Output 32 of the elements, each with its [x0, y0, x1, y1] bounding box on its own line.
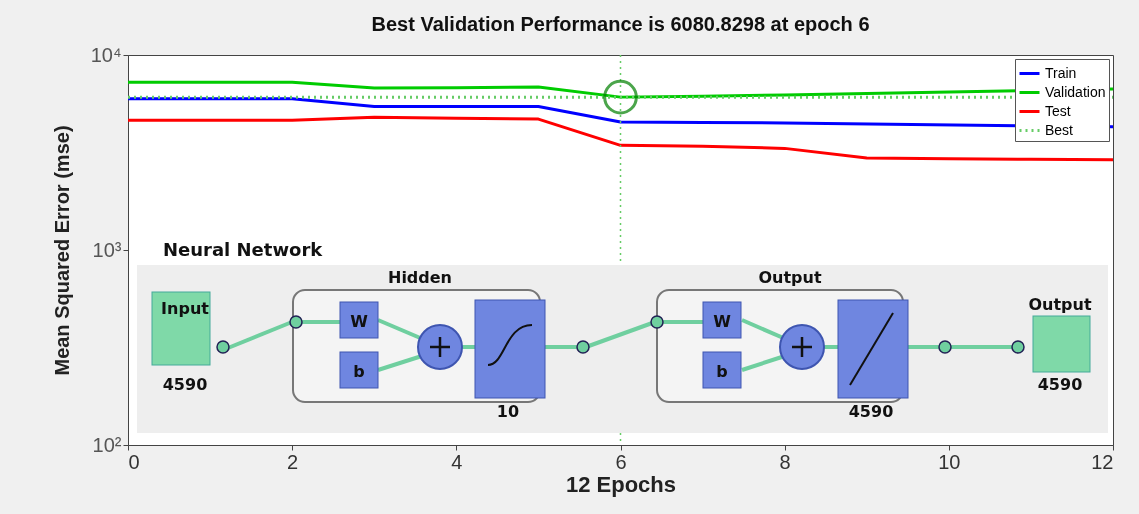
y-tick-label: 10³ — [92, 238, 122, 261]
annotation: 4590 — [1037, 375, 1083, 394]
x-tick-label: 0 — [128, 450, 140, 473]
x-tick-label: 4 — [451, 450, 463, 473]
x-tick-label: 8 — [779, 450, 791, 473]
annotation: Hidden — [387, 268, 453, 287]
x-tick-label: 10 — [938, 450, 961, 473]
legend-label: Test — [1045, 102, 1071, 119]
x-tick-label: 6 — [615, 450, 627, 473]
y-tick-label: 10² — [92, 433, 122, 456]
annotation: Output — [1028, 295, 1092, 314]
annotation: b — [353, 362, 365, 381]
x-axis-title: 12 Epochs — [565, 471, 677, 497]
line-series — [128, 80, 1113, 99]
annotation: b — [716, 362, 728, 381]
annotation: Neural Network — [163, 239, 324, 260]
legend-label: Validation — [1045, 83, 1106, 100]
annotation: Output — [758, 268, 822, 287]
line-series — [128, 115, 1113, 162]
annotation: 4590 — [162, 375, 208, 394]
annotation: W — [350, 312, 369, 331]
x-tick-label: 12 — [1091, 450, 1114, 473]
annotation: 4590 — [848, 402, 894, 421]
annotation: W — [713, 312, 732, 331]
y-tick-label: 10⁴ — [90, 43, 122, 66]
y-axis-title: Mean Squared Error (mse) — [50, 125, 73, 376]
legend-label: Best — [1045, 121, 1074, 138]
annotation: 10 — [496, 402, 520, 421]
x-tick-label: 2 — [287, 450, 299, 473]
legend-label: Train — [1045, 64, 1077, 81]
annotation: Input — [161, 299, 210, 318]
chart-title: Best Validation Performance is 6080.8298 at epoch 6 — [371, 13, 870, 35]
